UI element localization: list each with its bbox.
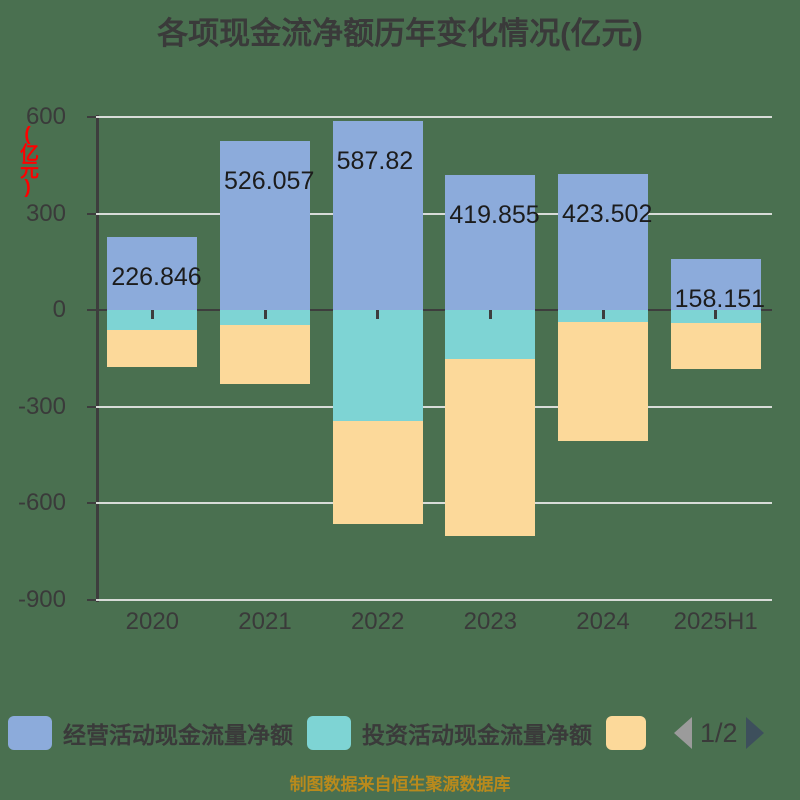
x-axis-tick [263, 310, 267, 320]
bar-segment-operating[interactable] [107, 237, 198, 311]
legend-label-operating: 经营活动现金流量净额 [63, 722, 293, 748]
x-axis-tick [601, 310, 605, 320]
bar-segment-financing[interactable] [445, 359, 536, 537]
y-axis-tick-label: -300 [17, 392, 66, 420]
zero-baseline [96, 309, 772, 312]
gridline [96, 116, 772, 118]
legend-item-investing[interactable]: 投资活动现金流量净额 [307, 716, 592, 750]
y-axis-tick [87, 212, 96, 215]
bar-segment-financing[interactable] [558, 322, 648, 441]
bar-segment-operating[interactable] [332, 120, 423, 311]
pager-count: 1/2 [700, 717, 738, 748]
y-axis-tick [87, 309, 96, 312]
chart-legend: 经营活动现金流量净额 投资活动现金流量净额 1/2 [0, 708, 800, 758]
x-axis-tick-label: 2023 [463, 608, 518, 635]
bar-group[interactable] [558, 117, 648, 600]
triangle-right-icon[interactable] [745, 717, 764, 749]
bar-segment-financing[interactable] [107, 330, 198, 368]
gridline [96, 599, 772, 601]
triangle-left-icon[interactable] [674, 717, 692, 749]
gridline [96, 502, 772, 505]
bar-value-label: 158.151 [674, 285, 766, 314]
y-axis-tick-label: 300 [25, 199, 66, 227]
bar-segment-operating[interactable] [220, 140, 310, 311]
y-axis-tick [87, 405, 96, 408]
legend-swatch-investing [307, 716, 351, 750]
bar-segment-operating[interactable] [558, 173, 648, 311]
bar-segment-investing[interactable] [332, 310, 423, 422]
x-axis-tick [488, 310, 492, 320]
bar-value-label: 526.057 [224, 166, 315, 195]
bar-group[interactable] [445, 117, 536, 600]
plot-area: 600 300 0 -300 -600 -900 226.846 526.057 587.82 4… [18, 103, 772, 613]
x-axis-tick-label: 2021 [238, 608, 292, 635]
bar-value-label: 226.846 [111, 263, 202, 292]
y-axis-tick [87, 116, 96, 118]
legend-pager: 1/2 [674, 717, 764, 749]
bar-group[interactable] [670, 117, 761, 600]
y-axis-tick [87, 599, 96, 601]
page-title: 各项现金流净额历年变化情况(亿元) [157, 16, 643, 51]
y-axis-unit-label: (亿元) [17, 124, 38, 196]
x-axis-tick [376, 310, 380, 320]
bar-segment-financing[interactable] [332, 421, 423, 524]
x-axis-tick-label: 2020 [125, 608, 180, 635]
bar-value-label: 419.855 [449, 201, 540, 229]
legend-item-financing[interactable] [606, 716, 646, 750]
y-axis-tick [87, 502, 96, 505]
y-axis-tick-label: 0 [52, 296, 66, 324]
bar-value-label: 423.502 [562, 199, 653, 228]
x-axis-tick-label: 2024 [576, 608, 630, 635]
y-axis-tick-label: -900 [17, 586, 66, 613]
legend-swatch-financing [606, 716, 646, 750]
bar-group[interactable] [107, 117, 198, 600]
bar-segment-investing[interactable] [107, 310, 198, 331]
bar-value-label: 587.82 [336, 146, 414, 175]
bar-segment-financing[interactable] [220, 325, 310, 384]
x-axis-tick [714, 310, 718, 320]
x-axis-tick-label: 2022 [350, 608, 405, 635]
gridline [96, 212, 772, 215]
bar-group[interactable] [332, 117, 423, 600]
bar-segment-financing[interactable] [670, 323, 761, 370]
x-axis-tick-label: 2025H1 [673, 608, 758, 635]
y-axis-tick-label: -600 [17, 489, 66, 517]
y-axis-tick-label: 600 [25, 103, 66, 130]
footer-note: 制图数据来自恒生聚源数据库 [289, 775, 511, 794]
legend-item-operating[interactable]: 经营活动现金流量净额 [8, 716, 293, 750]
gridline [96, 405, 772, 408]
bar-segment-operating[interactable] [445, 175, 536, 311]
y-axis-line [96, 115, 99, 602]
bar-segment-operating[interactable] [670, 259, 761, 311]
x-axis-tick [150, 310, 154, 320]
legend-swatch-operating [8, 716, 52, 750]
legend-label-investing: 投资活动现金流量净额 [362, 722, 592, 748]
